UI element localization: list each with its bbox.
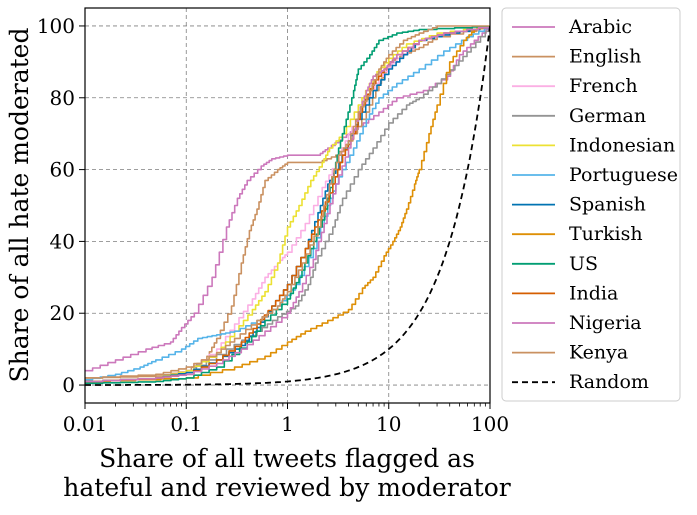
legend-label-nigeria: Nigeria (569, 312, 642, 334)
series-line-nigeria (85, 26, 490, 383)
x-tick-label: 1 (281, 412, 294, 436)
axis-ticks: 0.01 0.1 1 10 100 0 20 40 60 80 100 (37, 14, 509, 436)
legend-label-german: German (569, 105, 646, 127)
x-tick-label: 0.01 (63, 412, 108, 436)
series-line-german (85, 26, 490, 383)
legend-label-spanish: Spanish (569, 194, 646, 216)
series-line-arabic (85, 26, 490, 372)
series-line-kenya (85, 25, 490, 379)
legend-label-india: India (569, 282, 618, 304)
x-tick-label: 0.1 (170, 412, 202, 436)
legend-label-arabic: Arabic (568, 16, 632, 38)
y-tick-label: 80 (50, 86, 75, 110)
x-tick-label: 10 (376, 412, 401, 436)
legend-label-indonesian: Indonesian (569, 134, 675, 156)
x-axis-label-line1: Share of all tweets flagged as (99, 444, 475, 473)
x-axis-label-line2: hateful and reviewed by moderator (63, 473, 510, 502)
y-tick-label: 20 (50, 301, 75, 325)
legend-label-french: French (569, 75, 638, 97)
legend-label-kenya: Kenya (569, 342, 628, 364)
legend-label-english: English (569, 46, 641, 68)
legend-frame (501, 7, 681, 402)
legend: Arabic English French German Indonesian Portu… (501, 7, 681, 402)
y-tick-label: 0 (62, 373, 75, 397)
series-lines (85, 25, 490, 386)
legend-label-us: US (569, 253, 598, 275)
y-tick-label: 100 (37, 14, 75, 38)
legend-label-turkish: Turkish (569, 223, 643, 245)
legend-label-portuguese: Portuguese (569, 164, 678, 186)
x-tick-label: 100 (471, 412, 509, 436)
legend-label-random: Random (569, 371, 649, 393)
y-axis-label: Share of all hate moderated (5, 28, 34, 383)
y-tick-label: 40 (50, 229, 75, 253)
series-line-turkish (85, 26, 490, 383)
series-line-random (85, 25, 490, 386)
series-line-us (85, 26, 490, 385)
y-tick-label: 60 (50, 158, 75, 182)
